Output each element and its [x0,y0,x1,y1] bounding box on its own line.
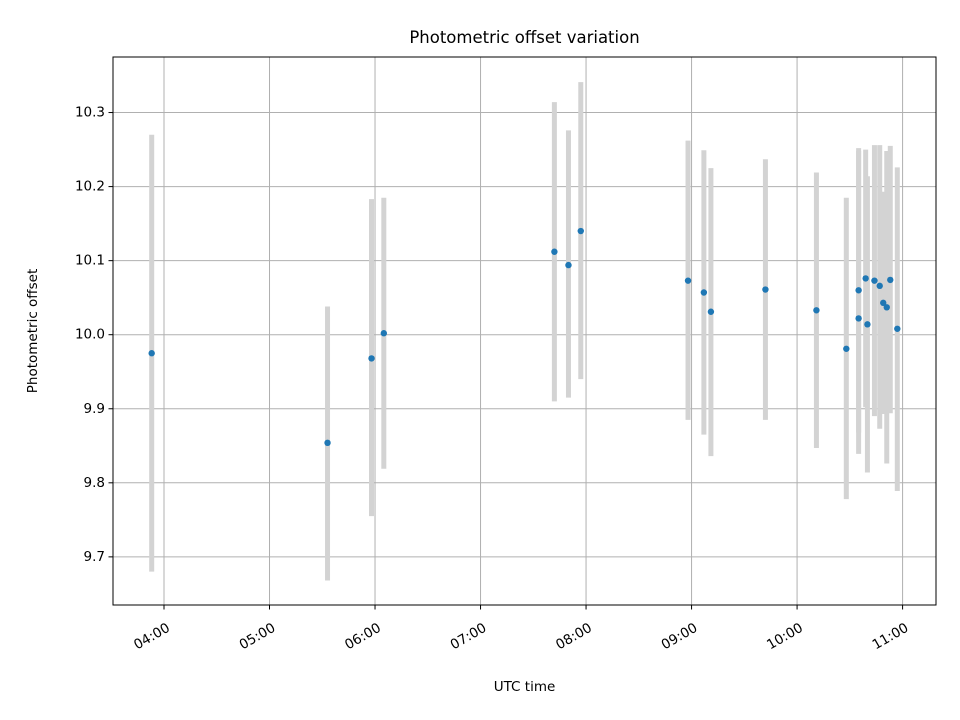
data-point [883,304,890,311]
x-axis-label: UTC time [494,679,556,695]
data-point [843,345,850,352]
data-point [700,289,708,296]
y-tick-label: 10.2 [75,179,105,195]
y-tick-label: 10.1 [75,253,105,269]
grid [113,57,936,605]
data-point [551,248,558,255]
y-tick-label: 10.3 [75,105,105,121]
data-point [762,286,769,293]
y-tick-label: 9.8 [84,475,105,491]
data-point [380,330,388,337]
data-point [577,227,584,235]
data-point [148,350,155,357]
data-point [871,277,878,284]
y-axis: 9.7 9.8 9.9 10.0 10.1 10.2 10.3 [75,105,113,565]
data-point [862,275,869,282]
data-point [707,308,715,315]
y-tick-label: 9.7 [84,549,105,565]
data-point [565,261,572,269]
data-point [368,355,375,362]
plot-frame [112,56,937,606]
data-point [887,276,894,284]
data-points [148,227,901,447]
data-point [864,321,871,328]
chart-title: Photometric offset variation [409,28,639,47]
data-point [855,287,862,294]
data-point [880,299,887,307]
data-point [876,282,883,290]
data-point [684,277,692,284]
data-point [813,307,820,314]
data-point [324,439,331,447]
y-tick-label: 9.9 [84,401,105,417]
y-axis-label: Photometric offset [25,269,41,393]
y-tick-label: 10.0 [75,327,105,343]
data-point [855,315,862,322]
data-point [894,325,901,332]
